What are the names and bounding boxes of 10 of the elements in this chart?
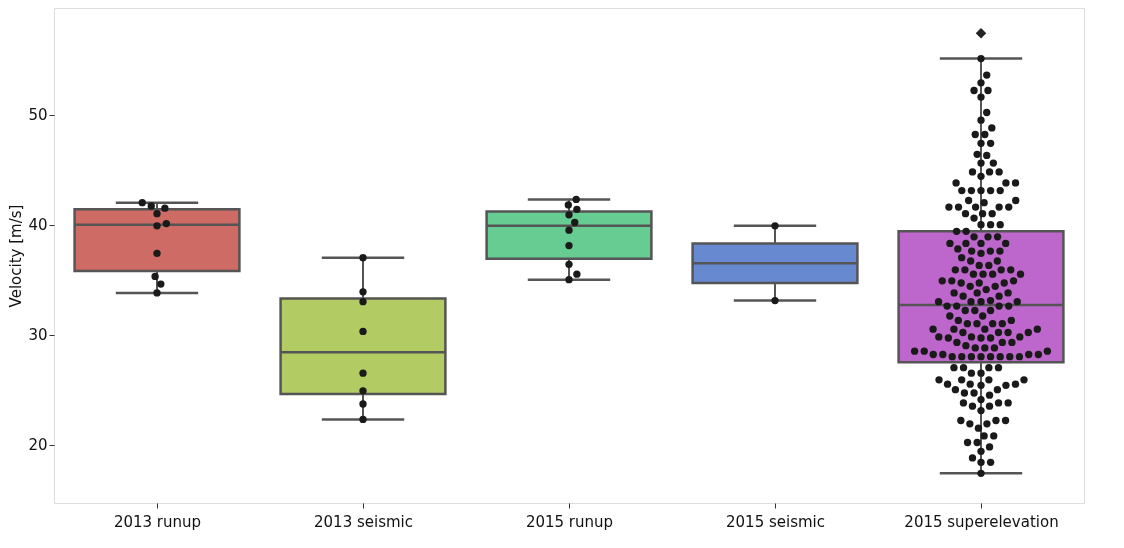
x-tick-label: 2013 seismic: [314, 512, 413, 531]
y-tick-label: 30: [28, 326, 48, 345]
x-tick-label: 2015 seismic: [726, 512, 825, 531]
y-tick-label: 40: [28, 216, 48, 235]
y-tick-label: 50: [28, 106, 48, 125]
x-tick-label: 2015 runup: [525, 512, 614, 531]
y-axis-title: Velocity [m/s]: [7, 204, 26, 308]
x-tick-label: 2015 superelevation: [904, 512, 1059, 531]
x-tick-label: 2013 runup: [113, 512, 202, 531]
y-tick-label: 20: [28, 436, 48, 455]
